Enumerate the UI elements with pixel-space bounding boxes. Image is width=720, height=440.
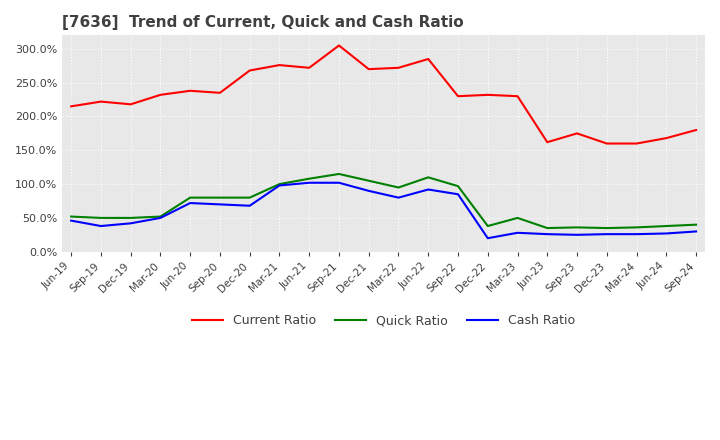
Cash Ratio <box>394 195 402 200</box>
Current Ratio <box>305 65 313 70</box>
Cash Ratio <box>126 221 135 226</box>
Quick Ratio <box>454 183 462 189</box>
Cash Ratio <box>483 235 492 241</box>
Quick Ratio <box>543 225 552 231</box>
Quick Ratio <box>305 176 313 181</box>
Cash Ratio <box>335 180 343 185</box>
Current Ratio <box>246 68 254 73</box>
Current Ratio <box>215 90 224 95</box>
Cash Ratio <box>275 183 284 188</box>
Current Ratio <box>96 99 105 104</box>
Quick Ratio <box>67 214 76 219</box>
Current Ratio <box>572 131 581 136</box>
Current Ratio <box>513 94 522 99</box>
Cash Ratio <box>632 231 641 237</box>
Cash Ratio <box>424 187 433 192</box>
Current Ratio <box>67 104 76 109</box>
Quick Ratio <box>692 222 701 227</box>
Current Ratio <box>126 102 135 107</box>
Quick Ratio <box>156 214 165 219</box>
Cash Ratio <box>186 200 194 205</box>
Current Ratio <box>364 66 373 72</box>
Line: Cash Ratio: Cash Ratio <box>71 183 696 238</box>
Current Ratio <box>335 43 343 48</box>
Line: Current Ratio: Current Ratio <box>71 45 696 143</box>
Cash Ratio <box>156 215 165 220</box>
Cash Ratio <box>215 202 224 207</box>
Quick Ratio <box>186 195 194 200</box>
Cash Ratio <box>364 188 373 194</box>
Current Ratio <box>394 65 402 70</box>
Current Ratio <box>186 88 194 93</box>
Quick Ratio <box>126 215 135 220</box>
Quick Ratio <box>394 185 402 190</box>
Quick Ratio <box>246 195 254 200</box>
Cash Ratio <box>305 180 313 185</box>
Current Ratio <box>454 94 462 99</box>
Quick Ratio <box>96 215 105 220</box>
Quick Ratio <box>335 171 343 176</box>
Cash Ratio <box>692 229 701 234</box>
Cash Ratio <box>572 232 581 238</box>
Current Ratio <box>603 141 611 146</box>
Current Ratio <box>543 139 552 145</box>
Quick Ratio <box>483 224 492 229</box>
Quick Ratio <box>662 224 670 229</box>
Current Ratio <box>692 127 701 132</box>
Current Ratio <box>156 92 165 98</box>
Cash Ratio <box>96 224 105 229</box>
Quick Ratio <box>275 181 284 187</box>
Cash Ratio <box>246 203 254 209</box>
Cash Ratio <box>662 231 670 236</box>
Cash Ratio <box>454 191 462 197</box>
Current Ratio <box>275 62 284 68</box>
Line: Quick Ratio: Quick Ratio <box>71 174 696 228</box>
Quick Ratio <box>603 225 611 231</box>
Quick Ratio <box>424 175 433 180</box>
Current Ratio <box>632 141 641 146</box>
Cash Ratio <box>513 230 522 235</box>
Quick Ratio <box>364 178 373 183</box>
Legend: Current Ratio, Quick Ratio, Cash Ratio: Current Ratio, Quick Ratio, Cash Ratio <box>187 309 580 332</box>
Quick Ratio <box>572 225 581 230</box>
Cash Ratio <box>543 231 552 237</box>
Cash Ratio <box>67 218 76 223</box>
Current Ratio <box>662 136 670 141</box>
Text: [7636]  Trend of Current, Quick and Cash Ratio: [7636] Trend of Current, Quick and Cash … <box>62 15 464 30</box>
Quick Ratio <box>632 225 641 230</box>
Cash Ratio <box>603 231 611 237</box>
Quick Ratio <box>215 195 224 200</box>
Current Ratio <box>483 92 492 98</box>
Current Ratio <box>424 56 433 62</box>
Quick Ratio <box>513 215 522 220</box>
